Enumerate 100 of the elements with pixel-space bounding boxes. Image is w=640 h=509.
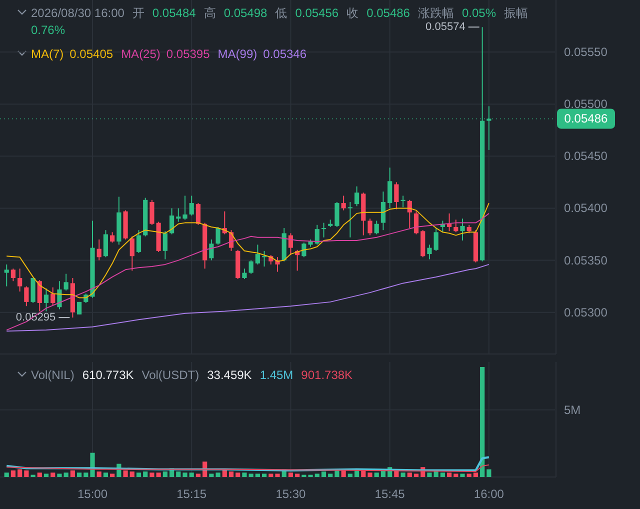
candlestick [400,195,406,208]
candlestick [446,212,452,232]
annotation: Vol(USDT) [142,368,200,382]
bar [268,474,274,477]
candlestick [242,268,247,280]
bar [103,472,108,477]
candlestick [209,238,214,261]
candlestick [216,226,220,246]
y-tick-label: 0.05450 [564,149,608,164]
bar [314,474,320,477]
bar [176,472,181,477]
bar [37,472,42,477]
bar [44,474,49,477]
candlestick [169,208,174,235]
annotation: 高 [204,6,216,20]
x-tick-label: 15:30 [276,487,306,501]
candlestick [374,220,379,235]
bar [368,472,372,477]
line-series [6,264,490,332]
candlestick [388,167,392,209]
y-tick-label: 0.05400 [564,201,608,216]
y-tick-label: 0.05350 [564,253,608,268]
bar [275,474,280,477]
bar [4,472,9,477]
annotation: 0.05% [462,6,496,20]
candlestick [50,286,56,306]
bar [407,472,412,477]
annotation: 0.05498 [224,6,268,20]
bar [248,474,254,477]
bar [427,472,432,477]
candlestick [37,280,42,312]
candlestick [460,218,465,242]
candlestick [176,208,181,222]
bar [10,470,16,477]
annotation: 0.05484 [152,6,196,20]
candlestick [380,191,386,231]
candlestick [248,260,254,274]
x-tick-label: 15:45 [374,487,406,501]
bar [150,472,154,477]
text: MA(99) [218,47,258,61]
line-series [6,212,490,331]
annotation: 0.05405 [70,47,114,61]
y-tick-label: 0.05300 [564,305,608,320]
bar [328,474,333,477]
candlestick [486,106,492,150]
bar [143,472,148,477]
bar [123,470,128,477]
candlestick [262,250,267,268]
bar [156,472,161,477]
bar [64,472,68,477]
annotation: 低 [275,6,288,20]
text: MA(7) [31,47,64,61]
bar [434,472,438,477]
candlestick [18,268,22,292]
bar [480,367,485,477]
bar [295,474,300,477]
annotation: 0.05395 [166,47,210,61]
candlestick [110,232,115,244]
annotation: 33.459K [207,368,252,382]
candlestick [64,273,68,291]
bar [446,472,452,477]
bar [236,472,240,477]
candlestick [414,210,419,235]
annotation: 0.05346 [263,47,307,61]
bar [57,474,62,477]
candlestick [4,264,9,287]
candlestick [434,228,438,252]
candlestick [57,280,62,310]
x-tick-label: 16:00 [474,487,504,501]
candlestick [103,230,108,258]
candlestick [368,218,372,236]
bar [18,469,22,477]
candlestick [314,224,320,246]
x-tick-label: 15:00 [77,487,108,501]
candlestick [130,236,134,272]
candlestick [341,195,346,211]
annotation: 0.05486 [366,6,410,20]
candlestick [96,238,102,261]
bar [288,472,294,477]
bar [196,474,201,477]
bar [182,472,188,477]
bar [374,472,379,477]
candlestick [255,244,260,265]
candlestick [427,244,432,260]
candlestick [150,199,154,226]
bar [440,472,445,477]
candlestick [24,286,29,307]
bar [96,472,102,477]
bar [466,474,472,477]
annotation: Vol(NIL) [31,368,74,382]
candlestick [196,202,201,226]
bar [228,472,234,477]
bar [321,472,326,477]
bar [136,472,142,477]
bar [24,470,29,477]
annotation: 开 [132,6,144,20]
candlestick [30,277,36,304]
bar [454,474,458,477]
annotation: 1.45M [260,368,294,382]
candlestick [394,182,399,210]
